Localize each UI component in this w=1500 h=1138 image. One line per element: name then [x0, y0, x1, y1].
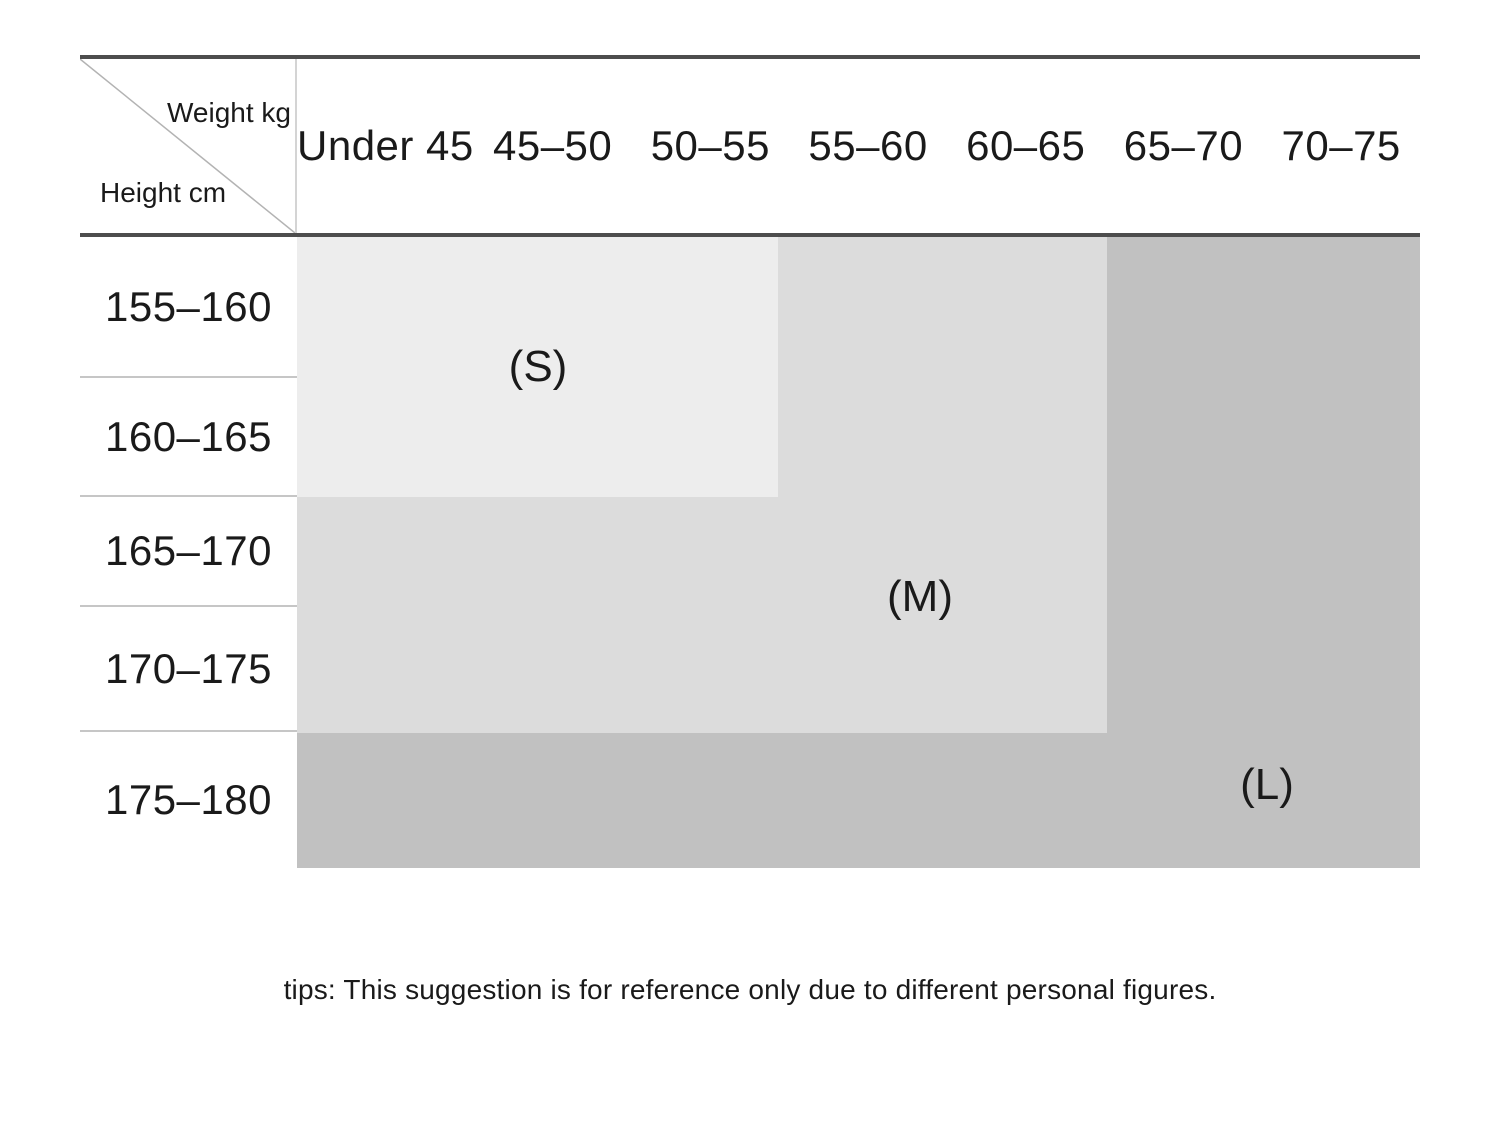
size-region-s — [297, 237, 778, 497]
col-header: 50–55 — [650, 122, 770, 169]
weight-axis-label: Weight kg — [167, 97, 291, 128]
col-header: 45–50 — [492, 122, 613, 169]
header-bottom-border — [80, 233, 1420, 237]
row-header: 160–165 — [80, 378, 297, 497]
col-header: 60–65 — [966, 122, 1086, 169]
row-header: 170–175 — [80, 607, 297, 732]
height-axis-label: Height cm — [100, 177, 227, 208]
size-region-l-label: (L) — [1240, 760, 1294, 809]
size-region-m-label: (M) — [887, 572, 953, 621]
diagonal-divider-line — [80, 59, 295, 233]
row-header: 165–170 — [80, 497, 297, 607]
reference-tip-text: tips: This suggestion is for reference o… — [283, 974, 1217, 1005]
row-header: 155–160 — [80, 237, 297, 378]
size-region-area: (S) (M) (L) — [297, 237, 1420, 868]
table-top-border — [80, 55, 1420, 59]
weight-column-headers: Under 45 45–50 50–55 55–60 60–65 65–70 7… — [297, 59, 1420, 233]
col-header: 55–60 — [808, 122, 928, 169]
corner-cell: Weight kg Height cm — [80, 59, 297, 233]
size-region-s-label: (S) — [508, 342, 568, 391]
table-header-row: Weight kg Height cm Under 45 45–50 50–55… — [80, 59, 1420, 233]
col-header: Under 45 — [297, 122, 474, 169]
row-header: 175–180 — [104, 776, 272, 823]
height-row-headers: 155–160 160–165 165–170 170–175 175–180 — [80, 237, 297, 868]
col-header: 70–75 — [1281, 122, 1401, 169]
col-header: 65–70 — [1123, 122, 1244, 169]
